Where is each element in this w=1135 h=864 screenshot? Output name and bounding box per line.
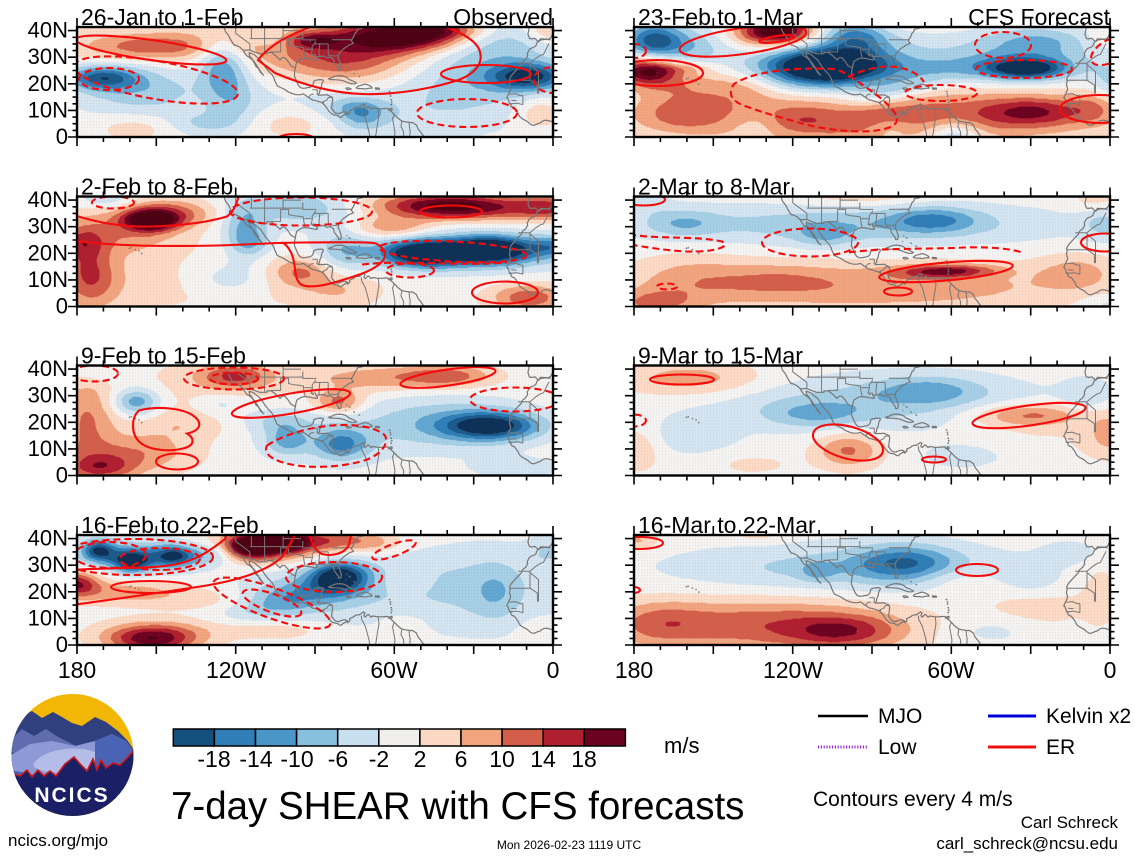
svg-text:40N: 40N [28, 356, 68, 381]
svg-text:30N: 30N [28, 44, 68, 69]
svg-text:10N: 10N [28, 267, 68, 292]
svg-text:MJO: MJO [878, 705, 922, 728]
svg-text:180: 180 [615, 657, 653, 683]
svg-text:30N: 30N [28, 214, 68, 239]
svg-text:Contours every 4 m/s: Contours every 4 m/s [813, 788, 1013, 811]
svg-text:0: 0 [56, 632, 68, 657]
svg-text:7-day SHEAR with CFS forecasts: 7-day SHEAR with CFS forecasts [171, 785, 744, 828]
svg-text:-6: -6 [328, 746, 348, 772]
svg-text:9-Feb to 15-Feb: 9-Feb to 15-Feb [81, 343, 246, 369]
svg-text:-2: -2 [369, 746, 389, 772]
svg-text:ncics.org/mjo: ncics.org/mjo [8, 831, 108, 850]
svg-text:Mon 2026-02-23 1119 UTC: Mon 2026-02-23 1119 UTC [497, 838, 642, 852]
svg-text:Kelvin x2: Kelvin x2 [1046, 705, 1131, 728]
svg-text:20N: 20N [28, 579, 68, 604]
svg-text:2-Feb to 8-Feb: 2-Feb to 8-Feb [81, 174, 233, 200]
svg-text:20N: 20N [28, 71, 68, 96]
svg-text:10N: 10N [28, 605, 68, 630]
svg-text:6: 6 [455, 746, 468, 772]
svg-text:40N: 40N [28, 18, 68, 43]
svg-text:30N: 30N [28, 552, 68, 577]
svg-text:120W: 120W [763, 657, 823, 683]
svg-text:0: 0 [56, 124, 68, 149]
svg-text:20N: 20N [28, 409, 68, 434]
svg-text:CFS Forecast: CFS Forecast [968, 4, 1110, 30]
svg-text:16-Feb to 22-Feb: 16-Feb to 22-Feb [81, 512, 259, 538]
svg-text:carl_schreck@ncsu.edu: carl_schreck@ncsu.edu [936, 834, 1118, 853]
svg-text:2-Mar to 8-Mar: 2-Mar to 8-Mar [638, 174, 790, 200]
svg-text:10N: 10N [28, 436, 68, 461]
svg-text:Observed: Observed [453, 4, 553, 30]
svg-text:18: 18 [571, 746, 597, 772]
svg-text:m/s: m/s [664, 733, 699, 758]
svg-text:120W: 120W [206, 657, 266, 683]
svg-text:ER: ER [1046, 736, 1075, 759]
svg-text:0: 0 [547, 657, 560, 683]
svg-text:26-Jan to 1-Feb: 26-Jan to 1-Feb [81, 4, 243, 30]
svg-text:2: 2 [414, 746, 427, 772]
svg-text:-14: -14 [239, 746, 272, 772]
svg-text:40N: 40N [28, 526, 68, 551]
svg-text:0: 0 [1104, 657, 1117, 683]
svg-text:-10: -10 [280, 746, 313, 772]
svg-text:60W: 60W [370, 657, 418, 683]
svg-text:40N: 40N [28, 187, 68, 212]
svg-text:60W: 60W [927, 657, 975, 683]
svg-text:20N: 20N [28, 240, 68, 265]
svg-text:30N: 30N [28, 383, 68, 408]
svg-text:180: 180 [58, 657, 96, 683]
svg-text:14: 14 [530, 746, 556, 772]
svg-text:16-Mar to 22-Mar: 16-Mar to 22-Mar [638, 512, 816, 538]
svg-text:Carl Schreck: Carl Schreck [1021, 813, 1119, 832]
svg-text:0: 0 [56, 294, 68, 319]
svg-text:0: 0 [56, 463, 68, 488]
svg-text:NCICS: NCICS [34, 784, 109, 807]
svg-text:9-Mar to 15-Mar: 9-Mar to 15-Mar [638, 343, 803, 369]
svg-text:10N: 10N [28, 97, 68, 122]
svg-text:10: 10 [489, 746, 515, 772]
svg-text:23-Feb to 1-Mar: 23-Feb to 1-Mar [638, 4, 803, 30]
svg-text:-18: -18 [197, 746, 230, 772]
svg-text:Low: Low [878, 736, 917, 759]
